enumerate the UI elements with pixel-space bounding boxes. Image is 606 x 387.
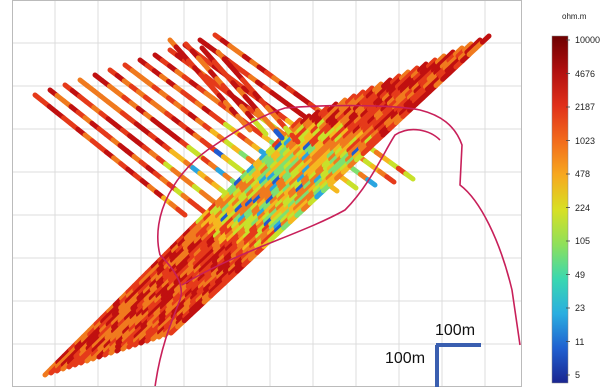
scale-label-horizontal: 100m [435,322,476,339]
legend-tick-label: 5 [575,370,581,380]
legend-tick-label: 49 [575,269,586,280]
scale-bar [435,343,481,387]
legend-tick-label: 11 [575,336,585,347]
map-panel [12,0,522,387]
legend-tick-label: 478 [575,169,591,179]
legend-tick-label: 4676 [575,68,596,79]
legend-colorbar [551,35,570,384]
survey-lines [32,32,492,378]
legend-tick-label: 10000 [575,35,601,45]
legend-tick-label: 1023 [575,135,596,146]
legend-tick-label: 105 [575,236,591,246]
scale-label-vertical: 100m [385,350,426,367]
site-boundary-outline [154,104,521,387]
legend-tick-label: 23 [575,303,586,313]
legend-tick-label: 224 [575,202,591,213]
legend-unit-label: ohm.m [562,12,587,21]
legend-tick-label: 2187 [575,102,596,112]
